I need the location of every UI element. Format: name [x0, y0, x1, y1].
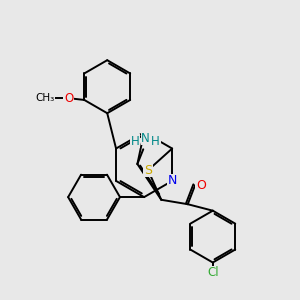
- Text: CH₃: CH₃: [35, 93, 54, 103]
- Text: Cl: Cl: [207, 266, 219, 279]
- Text: H: H: [130, 134, 140, 148]
- Text: O: O: [64, 92, 73, 105]
- Text: N: N: [141, 132, 150, 145]
- Text: N: N: [167, 174, 177, 188]
- Text: O: O: [196, 178, 206, 192]
- Text: H: H: [151, 134, 160, 148]
- Text: S: S: [144, 164, 152, 177]
